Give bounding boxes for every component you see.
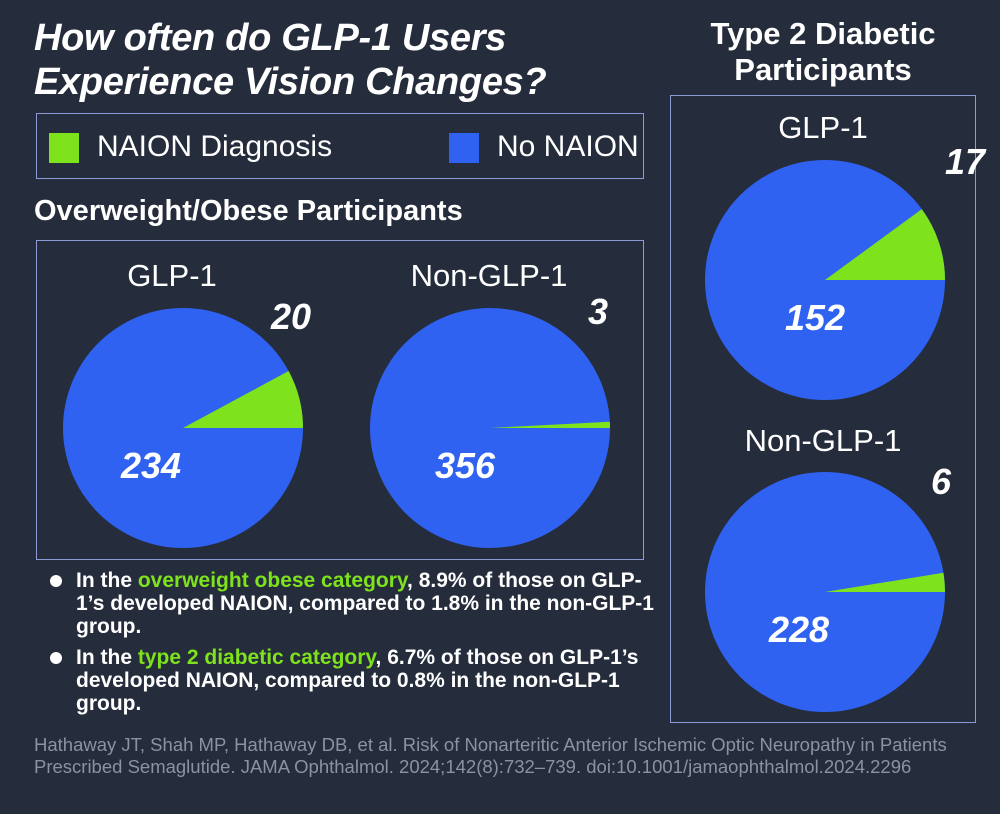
data-label-naion: 20 (270, 296, 311, 337)
bullet-dot (50, 652, 62, 664)
finding-text: In the (76, 646, 138, 669)
overweight-section-title: Overweight/Obese Participants (34, 195, 463, 227)
legend-label-no-naion: No NAION (497, 130, 639, 163)
finding-highlight: overweight obese category (137, 569, 408, 592)
legend-swatch-naion (49, 133, 79, 163)
page-title: How often do GLP-1 Users Experience Visi… (34, 17, 547, 103)
finding-item: In the overweight obese category, 8.9% o… (42, 569, 654, 638)
legend-swatch-no-naion (449, 133, 479, 163)
pie-title-t2-nonglp1: Non-GLP-1 (744, 423, 902, 458)
pie-chart-t2-nonglp1: 6 228 (705, 461, 952, 712)
pie-chart-t2-glp1: 17 152 (705, 141, 987, 400)
data-label-naion: 17 (945, 141, 987, 182)
pie-title-ob-glp1: GLP-1 (127, 258, 217, 293)
pie-slice-naion (825, 209, 945, 280)
data-label-naion: 6 (931, 461, 952, 502)
finding-text: , 8.9% of those on GLP-1’s developed NAI… (76, 569, 654, 638)
pie-chart-ob-glp1: 20 234 (63, 296, 311, 548)
data-label-no-naion: 152 (785, 297, 845, 338)
pie-slice-naion (825, 572, 945, 592)
data-label-no-naion: 228 (768, 609, 829, 650)
pie-slice-naion (183, 371, 303, 428)
findings-list: In the overweight obese category, 8.9% o… (42, 569, 654, 723)
t2-chart-panel (670, 95, 976, 723)
pie-slice-naion (490, 421, 610, 428)
finding-highlight: type 2 diabetic category (137, 646, 376, 669)
pie-chart-ob-nonglp1: 3 356 (370, 291, 610, 548)
overweight-chart-panel (36, 240, 644, 560)
citation: Hathaway JT, Shah MP, Hathaway DB, et al… (34, 734, 947, 777)
finding-item: In the type 2 diabetic category, 6.7% of… (42, 646, 654, 715)
t2-section-title: Type 2 Diabetic Participants (710, 16, 936, 87)
pie-title-t2-glp1: GLP-1 (778, 110, 868, 145)
pie-title-ob-nonglp1: Non-GLP-1 (410, 258, 568, 293)
finding-text: In the (76, 569, 138, 592)
data-label-naion: 3 (588, 291, 608, 332)
finding-text: , 6.7% of those on GLP-1’s developed NAI… (76, 646, 639, 715)
legend-label-naion: NAION Diagnosis (97, 130, 333, 163)
data-label-no-naion: 234 (120, 445, 181, 486)
bullet-dot (50, 575, 62, 587)
data-label-no-naion: 356 (435, 445, 496, 486)
legend: NAION Diagnosis No NAION (36, 113, 644, 179)
